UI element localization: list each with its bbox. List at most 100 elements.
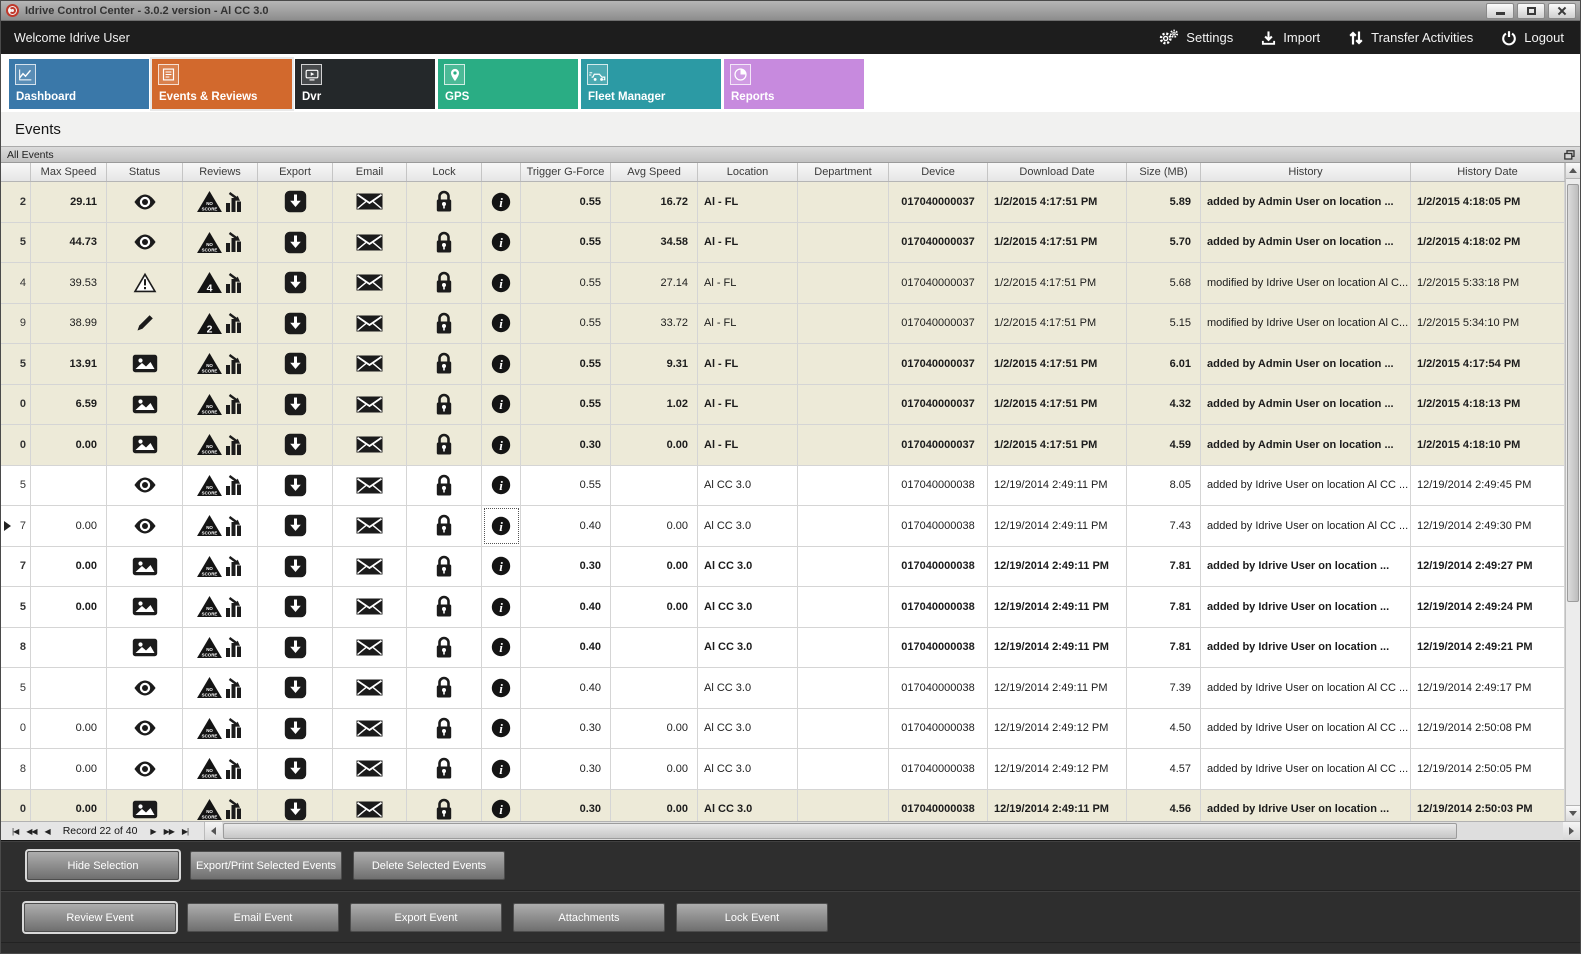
table-row[interactable]: 5 NO SCORE i 0.55 Al CC 3.0 017040000038 12/19/… <box>1 465 1565 506</box>
table-row[interactable]: 5 0.00 NO SCORE i 0.40 0.00 Al CC 3.0 0170400000… <box>1 587 1565 628</box>
picture-status-icon[interactable] <box>107 344 183 384</box>
eye-status-icon[interactable] <box>107 222 183 262</box>
table-row[interactable]: 7 0.00 NO SCORE i 0.30 0.00 Al CC 3.0 0170400000… <box>1 546 1565 587</box>
email-icon[interactable] <box>333 506 407 546</box>
review-score-icon[interactable]: NO SCORE <box>183 587 258 627</box>
export-icon[interactable] <box>258 344 333 384</box>
review-score-icon[interactable]: NO SCORE <box>183 749 258 789</box>
first-record-button[interactable]: |◀ <box>12 826 19 836</box>
export-icon[interactable] <box>258 749 333 789</box>
table-row[interactable]: 0 0.00 NO SCORE i 0.30 0.00 Al - FL 017040000037… <box>1 425 1565 466</box>
review-score-icon[interactable]: NO SCORE <box>183 425 258 465</box>
tab-reports[interactable]: Reports <box>724 59 864 109</box>
export-icon[interactable] <box>258 384 333 424</box>
lock-icon[interactable] <box>407 263 482 303</box>
review-score-icon[interactable]: NO SCORE <box>183 344 258 384</box>
export-icon[interactable] <box>258 789 333 821</box>
email-icon[interactable] <box>333 303 407 343</box>
column-header-export[interactable]: Export <box>258 163 333 181</box>
horizontal-scrollbar[interactable] <box>204 822 1580 840</box>
table-row[interactable]: 4 39.53 4 i 0.55 27.14 Al - FL 017040000037 1/2/… <box>1 263 1565 304</box>
email-icon[interactable] <box>333 708 407 748</box>
tab-dvr[interactable]: Dvr <box>295 59 435 109</box>
scroll-up-arrow[interactable] <box>1566 163 1580 179</box>
scroll-right-arrow[interactable] <box>1563 822 1580 840</box>
column-header-max-speed[interactable]: Max Speed <box>31 163 107 181</box>
restore-panel-icon[interactable] <box>1564 149 1575 160</box>
export-icon[interactable] <box>258 506 333 546</box>
eye-status-icon[interactable] <box>107 182 183 222</box>
column-header-device[interactable]: Device <box>889 163 988 181</box>
picture-status-icon[interactable] <box>107 789 183 821</box>
column-header-size-mb[interactable]: Size (MB) <box>1127 163 1201 181</box>
lock-icon[interactable] <box>407 303 482 343</box>
info-icon[interactable]: i <box>482 384 521 424</box>
info-icon[interactable]: i <box>482 587 521 627</box>
table-row[interactable]: 0 0.00 NO SCORE i 0.30 0.00 Al CC 3.0 0170400000… <box>1 789 1565 821</box>
export-icon[interactable] <box>258 303 333 343</box>
info-icon[interactable]: i <box>482 789 521 821</box>
action-logout[interactable]: Logout <box>1501 30 1564 46</box>
eye-status-icon[interactable] <box>107 506 183 546</box>
delete-selected-events-button[interactable]: Delete Selected Events <box>353 851 505 880</box>
export-print-selected-events-button[interactable]: Export/Print Selected Events <box>190 851 342 880</box>
lock-icon[interactable] <box>407 222 482 262</box>
lock-icon[interactable] <box>407 344 482 384</box>
info-icon[interactable]: i <box>482 506 521 546</box>
table-row[interactable]: 8 0.00 NO SCORE i 0.30 0.00 Al CC 3.0 0170400000… <box>1 749 1565 790</box>
lock-icon[interactable] <box>407 749 482 789</box>
table-row[interactable]: 2 29.11 NO SCORE i 0.55 16.72 Al - FL 0170400000… <box>1 182 1565 223</box>
eye-status-icon[interactable] <box>107 749 183 789</box>
review-score-icon[interactable]: NO SCORE <box>183 506 258 546</box>
email-icon[interactable] <box>333 344 407 384</box>
vertical-scrollbar[interactable] <box>1565 163 1580 821</box>
lock-icon[interactable] <box>407 182 482 222</box>
export-icon[interactable] <box>258 627 333 667</box>
picture-status-icon[interactable] <box>107 627 183 667</box>
vertical-scrollbar-thumb[interactable] <box>1567 184 1579 602</box>
email-event-button[interactable]: Email Event <box>187 903 339 932</box>
email-icon[interactable] <box>333 425 407 465</box>
action-import[interactable]: Import <box>1261 30 1320 46</box>
column-header-download-date[interactable]: Download Date <box>988 163 1127 181</box>
export-icon[interactable] <box>258 668 333 708</box>
lock-icon[interactable] <box>407 384 482 424</box>
picture-status-icon[interactable] <box>107 587 183 627</box>
info-icon[interactable]: i <box>482 303 521 343</box>
export-event-button[interactable]: Export Event <box>350 903 502 932</box>
tab-gps[interactable]: GPS <box>438 59 578 109</box>
column-header-info[interactable] <box>482 163 521 181</box>
info-icon[interactable]: i <box>482 425 521 465</box>
lock-icon[interactable] <box>407 668 482 708</box>
close-button[interactable] <box>1548 2 1576 19</box>
export-icon[interactable] <box>258 263 333 303</box>
column-header-lock[interactable]: Lock <box>407 163 482 181</box>
horizontal-scrollbar-thumb[interactable] <box>223 823 1457 839</box>
picture-status-icon[interactable] <box>107 546 183 586</box>
column-header-trigger-g-force[interactable]: Trigger G-Force <box>521 163 611 181</box>
next-page-button[interactable]: ▶▶ <box>163 826 175 836</box>
review-score-icon[interactable]: NO SCORE <box>183 627 258 667</box>
last-record-button[interactable]: ▶| <box>181 826 189 836</box>
export-icon[interactable] <box>258 182 333 222</box>
column-header-history[interactable]: History <box>1201 163 1411 181</box>
email-icon[interactable] <box>333 222 407 262</box>
lock-icon[interactable] <box>407 708 482 748</box>
column-header-history-date[interactable]: History Date <box>1411 163 1565 181</box>
lock-icon[interactable] <box>407 789 482 821</box>
email-icon[interactable] <box>333 789 407 821</box>
table-row[interactable]: 0 0.00 NO SCORE i 0.30 0.00 Al CC 3.0 0170400000… <box>1 708 1565 749</box>
email-icon[interactable] <box>333 182 407 222</box>
attachments-button[interactable]: Attachments <box>513 903 665 932</box>
tab-fleet-manager[interactable]: Fleet Manager <box>581 59 721 109</box>
email-icon[interactable] <box>333 587 407 627</box>
email-icon[interactable] <box>333 546 407 586</box>
export-icon[interactable] <box>258 222 333 262</box>
table-row[interactable]: 9 38.99 2 i 0.55 33.72 Al - FL 017040000037 1/2/… <box>1 303 1565 344</box>
table-row[interactable]: 7 0.00 NO SCORE i 0.40 0.00 Al CC 3.0 0170400000… <box>1 506 1565 547</box>
pencil-status-icon[interactable] <box>107 303 183 343</box>
info-icon[interactable]: i <box>482 749 521 789</box>
email-icon[interactable] <box>333 668 407 708</box>
row-indicator-header[interactable] <box>1 163 31 181</box>
eye-status-icon[interactable] <box>107 668 183 708</box>
